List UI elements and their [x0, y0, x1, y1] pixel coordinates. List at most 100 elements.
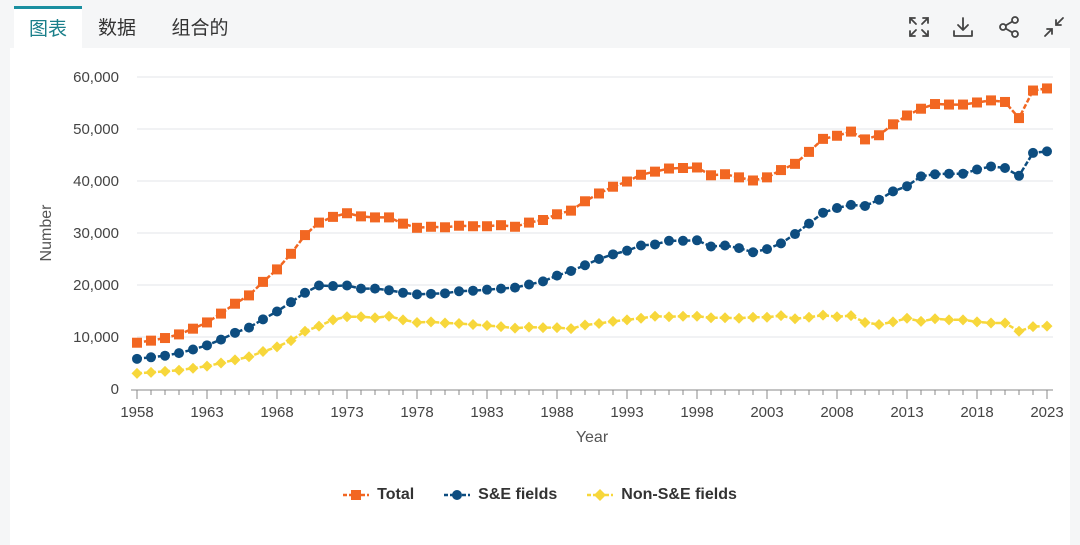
- data-point-non-se-fields: [397, 314, 409, 326]
- data-point-se-fields: [202, 340, 212, 351]
- data-point-se-fields: [356, 283, 366, 294]
- legend-item-total[interactable]: Total: [343, 486, 414, 504]
- data-point-non-se-fields: [187, 362, 199, 374]
- data-point-se-fields: [678, 235, 688, 246]
- data-point-se-fields: [804, 218, 814, 229]
- x-tick-label: 2003: [750, 404, 783, 421]
- data-point-non-se-fields: [607, 315, 619, 327]
- x-tick-label: 2018: [960, 404, 993, 421]
- data-point-total: [552, 209, 562, 220]
- x-tick-label: 1968: [260, 404, 293, 421]
- data-point-total: [930, 99, 940, 110]
- data-point-total: [678, 163, 688, 173]
- data-point-non-se-fields: [971, 316, 983, 328]
- data-point-se-fields: [160, 350, 170, 361]
- data-point-se-fields: [496, 283, 506, 294]
- data-point-total: [286, 248, 296, 259]
- legend-item-non-se-fields[interactable]: Non-S&E fields: [587, 486, 737, 504]
- data-point-se-fields: [314, 280, 324, 291]
- y-tick-label: 20,000: [73, 277, 119, 294]
- legend-item-se-fields[interactable]: S&E fields: [444, 486, 557, 504]
- data-point-non-se-fields: [271, 341, 283, 353]
- data-point-non-se-fields: [817, 309, 829, 321]
- tab-bar: 图表 数据 组合的: [0, 0, 1080, 48]
- data-point-se-fields: [916, 171, 926, 182]
- data-point-non-se-fields: [201, 360, 213, 372]
- data-point-se-fields: [132, 353, 142, 364]
- legend-marker-non-se-fields: [587, 489, 614, 501]
- data-point-total: [972, 97, 982, 108]
- data-point-non-se-fields: [887, 316, 899, 328]
- data-point-se-fields: [706, 241, 716, 252]
- tab-combined[interactable]: 组合的: [171, 17, 229, 39]
- data-point-total: [412, 222, 422, 233]
- data-point-total: [580, 196, 590, 207]
- data-point-total: [804, 146, 814, 157]
- data-point-total: [146, 335, 156, 346]
- data-point-total: [244, 290, 254, 301]
- data-point-total: [916, 103, 926, 114]
- data-point-total: [860, 134, 870, 145]
- data-point-total: [1014, 113, 1024, 124]
- data-point-se-fields: [692, 235, 702, 246]
- data-point-non-se-fields: [621, 314, 633, 326]
- data-point-se-fields: [524, 279, 534, 290]
- data-point-non-se-fields: [803, 311, 815, 323]
- data-point-non-se-fields: [915, 315, 927, 327]
- data-point-se-fields: [958, 168, 968, 179]
- data-point-non-se-fields: [1027, 321, 1039, 333]
- data-point-total: [832, 130, 842, 141]
- data-point-non-se-fields: [495, 321, 507, 333]
- data-point-total: [426, 221, 436, 232]
- data-point-non-se-fields: [831, 311, 843, 323]
- data-point-non-se-fields: [173, 364, 185, 376]
- data-point-se-fields: [272, 306, 282, 317]
- y-tick-label: 40,000: [73, 173, 119, 190]
- fullscreen-icon[interactable]: [904, 12, 934, 42]
- data-point-non-se-fields: [383, 310, 395, 322]
- data-point-se-fields: [454, 286, 464, 297]
- data-point-se-fields: [1028, 147, 1038, 158]
- data-point-se-fields: [720, 240, 730, 251]
- data-point-se-fields: [664, 235, 674, 246]
- data-point-se-fields: [832, 203, 842, 214]
- collapse-icon[interactable]: [1039, 12, 1069, 42]
- tab-chart[interactable]: 图表: [14, 6, 82, 48]
- data-point-se-fields: [860, 200, 870, 211]
- data-point-se-fields: [930, 169, 940, 180]
- tab-data[interactable]: 数据: [97, 17, 136, 39]
- data-point-se-fields: [286, 297, 296, 308]
- y-axis-title: Number: [38, 204, 55, 262]
- data-point-total: [160, 333, 170, 344]
- legend-marker-se-fields: [444, 490, 471, 500]
- data-point-se-fields: [328, 281, 338, 292]
- data-point-total: [846, 126, 856, 137]
- share-icon[interactable]: [994, 12, 1024, 42]
- data-point-total: [608, 181, 618, 192]
- data-point-se-fields: [412, 289, 422, 300]
- x-tick-label: 1973: [330, 404, 363, 421]
- y-tick-label: 10,000: [73, 329, 119, 346]
- data-point-non-se-fields: [131, 367, 143, 379]
- data-point-non-se-fields: [439, 317, 451, 329]
- data-point-total: [524, 217, 534, 228]
- data-point-se-fields: [734, 243, 744, 254]
- data-point-se-fields: [538, 276, 548, 287]
- data-point-total: [356, 211, 366, 222]
- data-point-total: [706, 170, 716, 181]
- data-point-non-se-fields: [257, 346, 269, 358]
- x-axis-title: Year: [576, 429, 609, 446]
- data-point-total: [986, 95, 996, 106]
- legend: Total S&E fields Non-S&E fields: [10, 480, 1070, 510]
- download-icon[interactable]: [948, 12, 978, 42]
- data-point-se-fields: [650, 239, 660, 250]
- x-tick-label: 1998: [680, 404, 713, 421]
- data-point-non-se-fields: [551, 322, 563, 334]
- data-point-se-fields: [986, 161, 996, 172]
- x-tick-label: 1993: [610, 404, 643, 421]
- data-point-se-fields: [426, 288, 436, 299]
- legend-label-non-se-fields: Non-S&E fields: [621, 486, 737, 503]
- data-point-se-fields: [230, 327, 240, 338]
- data-point-non-se-fields: [355, 311, 367, 323]
- data-point-total: [594, 188, 604, 199]
